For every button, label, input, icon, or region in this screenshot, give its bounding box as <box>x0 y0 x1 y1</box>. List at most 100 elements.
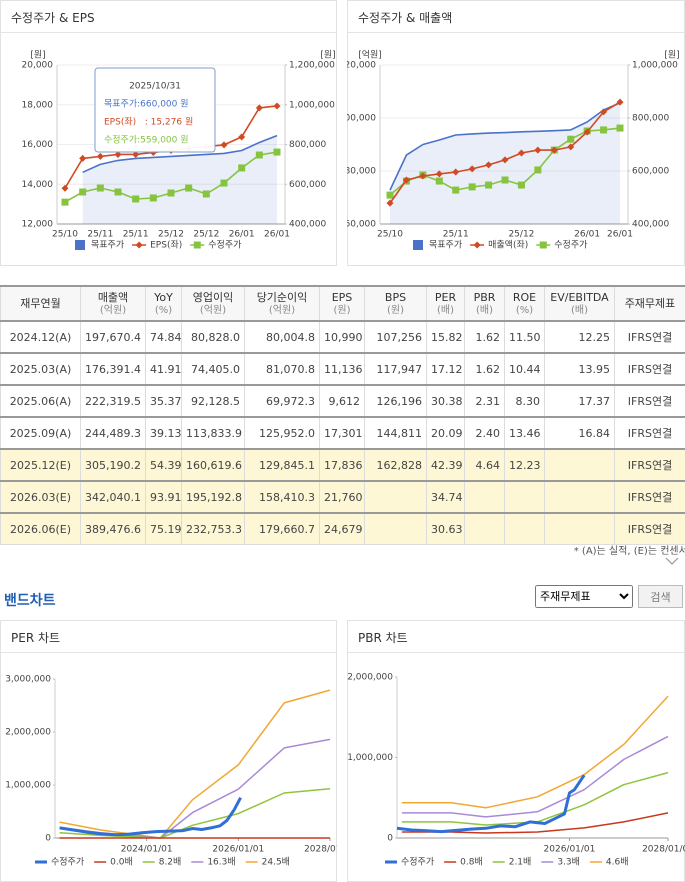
cell: 158,410.3 <box>245 481 320 513</box>
y2-tick-label: 600,000 <box>632 167 669 177</box>
header-text: YoY <box>150 291 177 304</box>
line <box>402 696 668 808</box>
marker <box>617 125 624 132</box>
x-tick-label: 26/01 <box>229 230 255 240</box>
cell: 232,753.3 <box>182 513 245 545</box>
header-cell: PER(배) <box>427 286 465 321</box>
cell: 2026.03(E) <box>1 481 81 513</box>
unit: (%) <box>509 304 540 317</box>
y2-tick-label: 400,000 <box>289 220 326 230</box>
unit: (원) <box>369 304 422 317</box>
y-axis-label: [원] <box>30 50 45 61</box>
y-tick-label: 16,000 <box>22 140 54 150</box>
cell: 176,391.4 <box>81 353 146 385</box>
cell: 9,612 <box>320 385 365 417</box>
marker <box>221 141 228 148</box>
header-text: 영업이익 <box>186 291 240 304</box>
cell: 2.31 <box>465 385 505 417</box>
cell: 2026.06(E) <box>1 513 81 545</box>
cell: 160,619.6 <box>182 449 245 481</box>
cell: 11.50 <box>505 321 545 353</box>
cell: 2025.09(A) <box>1 417 81 449</box>
cell: 20.09 <box>427 417 465 449</box>
marker <box>168 189 175 196</box>
cell: 2.40 <box>465 417 505 449</box>
unit: (억원) <box>186 304 240 317</box>
marker <box>79 189 86 196</box>
y-tick-label: 300,000 <box>347 114 376 124</box>
cell: 129,845.1 <box>245 449 320 481</box>
header-cell: 주재무제표 <box>615 286 685 321</box>
header-text: PER <box>431 291 460 304</box>
cell: 30.63 <box>427 513 465 545</box>
cell: 80,004.8 <box>245 321 320 353</box>
y-tick-label: 1,000,000 <box>347 753 393 763</box>
legend-swatch <box>75 240 85 250</box>
cell: 162,828 <box>365 449 427 481</box>
header-cell: YoY(%) <box>146 286 182 321</box>
y-tick-label: 1,000,000 <box>5 781 51 791</box>
cell <box>505 513 545 545</box>
marker <box>469 183 476 190</box>
chart: 260,000280,000300,000320,000400,000600,0… <box>347 32 685 265</box>
marker <box>436 178 443 185</box>
unit: (배) <box>431 304 460 317</box>
marker <box>185 185 192 192</box>
legend-label: 16.3배 <box>207 857 235 868</box>
x-tick-label: 2028/01/01 <box>642 845 685 855</box>
y2-tick-label: 400,000 <box>632 220 669 230</box>
marker <box>534 166 541 173</box>
header-text: EPS <box>324 291 360 304</box>
cell: 2024.12(A) <box>1 321 81 353</box>
y2-tick-label: 1,000,000 <box>632 61 678 71</box>
legend-label: 수정주가 <box>554 240 587 251</box>
cell <box>545 513 615 545</box>
cell: 244,489.3 <box>81 417 146 449</box>
line <box>60 798 241 835</box>
chevron[interactable] <box>664 556 680 566</box>
x-tick-label: 25/11 <box>123 230 149 240</box>
y-tick-label: 320,000 <box>347 61 376 71</box>
cell: 12.25 <box>545 321 615 353</box>
area <box>390 103 620 224</box>
cell: 389,476.6 <box>81 513 146 545</box>
legend-label: 4.6배 <box>606 857 629 868</box>
cell: 39.13 <box>146 417 182 449</box>
marker <box>256 152 263 159</box>
tooltip-line: 목표주가:660,000 원 <box>104 99 189 110</box>
statement-select[interactable]: 주재무제표 <box>535 585 633 608</box>
marker <box>115 189 122 196</box>
x-tick-label: 26/01 <box>574 230 600 240</box>
legend-label: 수정주가 <box>51 857 84 868</box>
tooltip-line: 수정주가:559,000 원 <box>104 135 189 146</box>
cell: IFRS연결 <box>615 321 685 353</box>
y-tick-label: 3,000,000 <box>5 675 51 685</box>
line <box>60 739 330 838</box>
cell: 2025.03(A) <box>1 353 81 385</box>
marker <box>518 182 525 189</box>
y2-axis-label: [원] <box>664 50 679 61</box>
marker <box>97 185 104 192</box>
x-tick-label: 25/10 <box>52 230 78 240</box>
header-cell: EV/EBITDA(배) <box>545 286 615 321</box>
legend-label: 목표주가 <box>429 240 462 251</box>
header-cell: EPS(원) <box>320 286 365 321</box>
cell: IFRS연결 <box>615 449 685 481</box>
search-button[interactable]: 검색 <box>638 585 683 608</box>
line <box>60 690 330 838</box>
cell: 75.19 <box>146 513 182 545</box>
unit: (원) <box>324 304 360 317</box>
cell: 34.74 <box>427 481 465 513</box>
cell: 1.62 <box>465 353 505 385</box>
legend-label: 매출액(좌) <box>488 239 528 251</box>
chart: 01,000,0002,000,0002026/01/012028/01/01수… <box>347 653 685 880</box>
cell: 342,040.1 <box>81 481 146 513</box>
tooltip-line: EPS(좌) : 15,276 원 <box>104 117 193 128</box>
x-tick-label: 25/10 <box>377 230 403 240</box>
cell: 8.30 <box>505 385 545 417</box>
marker <box>387 192 394 199</box>
cell: 69,972.3 <box>245 385 320 417</box>
y-tick-label: 2,000,000 <box>347 673 393 683</box>
cell: 13.46 <box>505 417 545 449</box>
line <box>402 736 668 817</box>
